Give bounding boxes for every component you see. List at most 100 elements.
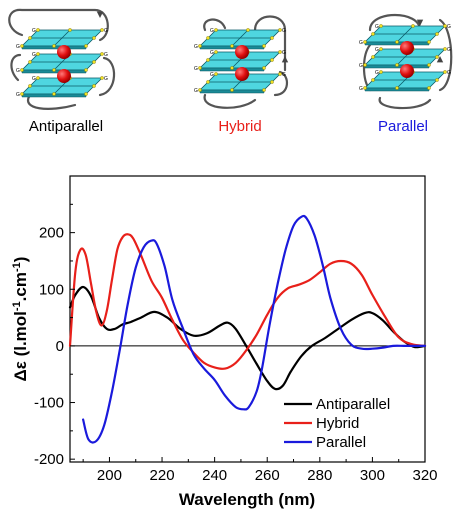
guanine-node — [363, 40, 367, 44]
series-line-parallel — [82, 214, 427, 444]
guanine-node — [395, 63, 399, 67]
series-line-antiparallel — [68, 285, 427, 391]
guanine-node — [20, 68, 24, 72]
guanine-node — [371, 55, 375, 59]
backbone-loop — [253, 15, 287, 72]
y-tick-label: -200 — [34, 451, 64, 468]
guanine-node — [379, 70, 383, 74]
guanine-node — [379, 24, 383, 28]
legend-label-parallel: Parallel — [316, 434, 366, 451]
y-tick-label: 0 — [56, 338, 64, 355]
topology-antiparallel: G G G G G G G G G — [8, 8, 116, 110]
guanine-letter: G — [282, 72, 286, 78]
x-tick-label: 320 — [412, 467, 437, 484]
x-axis-ticks: 200 220 240 260 280 300 320 — [82, 457, 438, 484]
topology-parallel: G G G G G G G G G — [359, 13, 453, 110]
guanine-node — [92, 36, 96, 40]
guanine-letter: G — [16, 92, 20, 98]
guanine-node — [92, 60, 96, 64]
guanine-node — [198, 66, 202, 70]
backbone-loop — [378, 96, 432, 110]
guanine-letter: G — [210, 28, 214, 34]
guanine-node — [28, 84, 32, 88]
guanine-node — [230, 44, 234, 48]
guanine-letter: G — [375, 24, 379, 30]
y-tick-label: 100 — [39, 281, 64, 298]
backbone-loop — [203, 93, 257, 109]
guanine-node — [100, 28, 104, 32]
backbone-loop — [10, 53, 22, 82]
guanine-node — [427, 86, 431, 90]
backbone-loop — [368, 13, 422, 32]
guanine-node — [84, 92, 88, 96]
guanine-node — [278, 50, 282, 54]
cation-sphere — [400, 64, 414, 78]
guanine-node — [443, 47, 447, 51]
guanine-letter: G — [359, 86, 363, 92]
backbone-loop — [8, 8, 109, 42]
guanine-node — [52, 68, 56, 72]
x-tick-label: 280 — [307, 467, 332, 484]
guanine-node — [270, 58, 274, 62]
backbone-loop — [273, 70, 288, 97]
guanine-node — [20, 44, 24, 48]
x-tick-label: 260 — [255, 467, 280, 484]
guanine-letter: G — [375, 47, 379, 53]
guanine-letter: G — [194, 88, 198, 94]
x-tick-label: 300 — [360, 467, 385, 484]
guanine-node — [427, 40, 431, 44]
x-tick-label: 220 — [150, 467, 175, 484]
guanine-node — [270, 36, 274, 40]
guanine-node — [52, 44, 56, 48]
series-line-hybrid — [68, 233, 427, 370]
guanine-letter: G — [282, 50, 286, 56]
strand-arrow — [416, 19, 424, 26]
backbone-loop — [203, 18, 227, 32]
guanine-node — [435, 55, 439, 59]
guanine-node — [28, 36, 32, 40]
guanine-node — [270, 80, 274, 84]
legend-label-antiparallel: Antiparallel — [316, 396, 390, 413]
guanine-letter: G — [447, 24, 451, 30]
legend-label-hybrid: Hybrid — [316, 415, 359, 432]
guanine-letter: G — [32, 52, 36, 58]
topology-label-parallel: Parallel — [378, 118, 428, 135]
guanine-node — [92, 84, 96, 88]
y-axis-title: Δε (l.mol-1.cm-1) — [11, 257, 30, 382]
guanine-letter: G — [104, 52, 108, 58]
strand-arrow — [436, 56, 444, 63]
topology-label-hybrid: Hybrid — [218, 118, 261, 135]
backbone-loop — [98, 56, 116, 97]
guanine-letter: G — [282, 28, 286, 34]
topology-hybrid: G G G G G G G G G — [194, 15, 289, 109]
guanine-node — [100, 52, 104, 56]
guanine-node — [206, 80, 210, 84]
backbone-loop — [438, 18, 453, 92]
guanine-node — [395, 40, 399, 44]
guanine-letter: G — [359, 40, 363, 46]
series-group — [68, 214, 427, 444]
y-tick-label: -100 — [34, 395, 64, 412]
guanine-letter: G — [16, 68, 20, 74]
guanine-node — [84, 44, 88, 48]
guanine-node — [36, 52, 40, 56]
cd-spectrum-chart: 200 220 240 260 280 300 320 -200 -100 0 100 200 Wa… — [11, 175, 438, 509]
guanine-node — [52, 92, 56, 96]
cation-sphere — [57, 45, 71, 59]
guanine-node — [371, 32, 375, 36]
legend: Antiparallel Hybrid Parallel — [284, 396, 390, 451]
guanine-letter: G — [447, 47, 451, 53]
x-tick-label: 240 — [202, 467, 227, 484]
y-axis-ticks: -200 -100 0 100 200 — [34, 203, 75, 468]
guanine-node — [427, 63, 431, 67]
x-axis-title: Wavelength (nm) — [179, 490, 315, 509]
guanine-node — [435, 32, 439, 36]
guanine-node — [363, 63, 367, 67]
x-tick-label: 200 — [97, 467, 122, 484]
guanine-letter: G — [359, 63, 363, 69]
strand-arrow — [96, 11, 104, 18]
guanine-letter: G — [32, 28, 36, 34]
topology-label-antiparallel: Antiparallel — [29, 118, 103, 135]
guanine-letter: G — [210, 72, 214, 78]
